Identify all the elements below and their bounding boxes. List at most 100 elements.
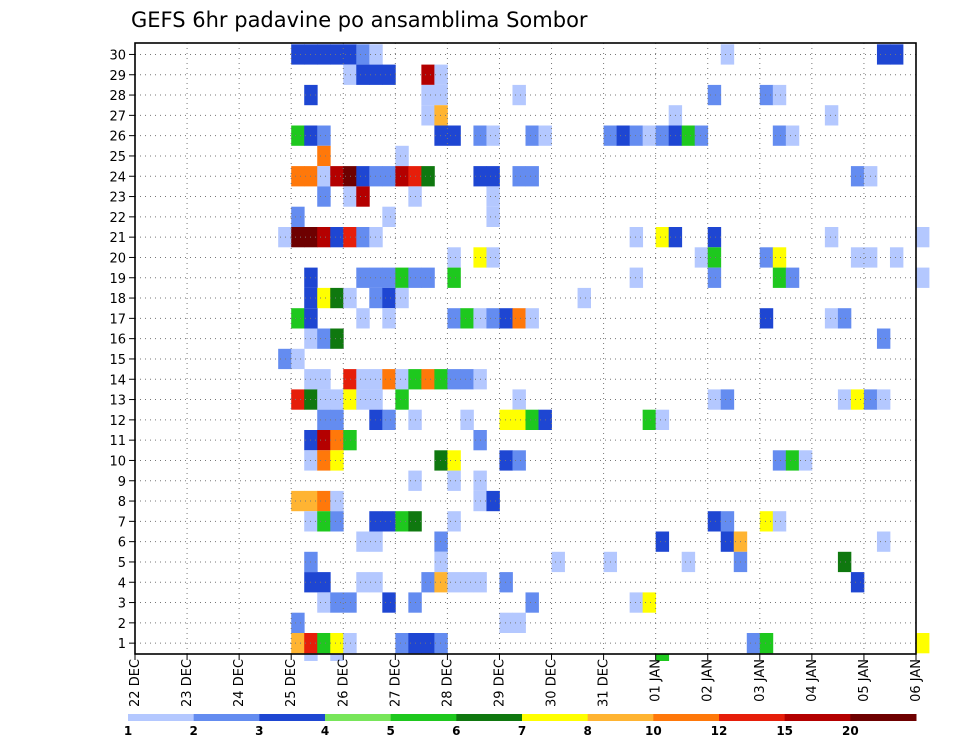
heatmap-cell xyxy=(304,654,318,661)
y-tick-label: 5 xyxy=(118,556,126,571)
heatmap-cell xyxy=(746,633,761,654)
x-tick-label: 24 DEC xyxy=(232,659,247,707)
colorbar: 1 2 3 4 5 6 7 8 10 12 15 20 xyxy=(124,714,917,738)
heatmap-cell xyxy=(382,409,396,430)
heatmap-cell xyxy=(369,44,383,65)
y-tick-label: 27 xyxy=(109,109,126,124)
heatmap-cell xyxy=(707,389,722,410)
colorbar-label: 12 xyxy=(711,724,728,738)
y-tick-label: 13 xyxy=(109,394,126,409)
heatmap-cell xyxy=(356,166,370,187)
colorbar-swatch xyxy=(522,714,589,721)
heatmap-cell xyxy=(434,450,448,471)
y-tick-label: 14 xyxy=(109,373,126,388)
colorbar-swatch xyxy=(653,714,720,721)
heatmap-cell xyxy=(317,389,331,410)
x-tick-label: 23 DEC xyxy=(180,659,195,707)
y-tick-label: 28 xyxy=(109,89,126,104)
heatmap-cell xyxy=(317,511,331,532)
colorbar-label: 1 xyxy=(124,724,132,738)
heatmap-cell xyxy=(317,633,331,654)
x-axis: 22 DEC 23 DEC 24 DEC 25 DEC 26 DEC 27 DEC 28 D… xyxy=(128,654,924,707)
heatmap-cell xyxy=(356,389,370,410)
heatmap-cell xyxy=(343,227,357,248)
heatmap-cell xyxy=(317,369,331,390)
heatmap-cell xyxy=(460,572,474,593)
heatmap-cell xyxy=(291,166,305,187)
heatmap-cell xyxy=(330,287,344,309)
heatmap-cell xyxy=(525,308,539,329)
heatmap-cell xyxy=(356,186,370,207)
y-tick-label: 12 xyxy=(109,414,126,429)
heatmap-cell xyxy=(759,84,774,106)
y-tick-label: 20 xyxy=(109,251,126,266)
y-tick-label: 9 xyxy=(118,475,126,490)
heatmap-cell xyxy=(330,511,344,532)
heatmap-cell xyxy=(395,145,409,167)
x-tick-label: 31 DEC xyxy=(597,659,612,707)
heatmap-cell xyxy=(824,308,839,329)
heatmap-cell xyxy=(369,511,383,532)
heatmap-cell xyxy=(434,105,448,126)
heatmap-cell xyxy=(694,125,709,146)
heatmap-cell xyxy=(343,64,357,85)
heatmap-cell xyxy=(317,328,331,349)
heatmap-cell xyxy=(343,633,357,654)
y-tick-label: 6 xyxy=(118,536,126,551)
heatmap-cell xyxy=(395,633,409,654)
colorbar-label: 7 xyxy=(518,724,526,738)
heatmap-cell xyxy=(382,592,396,613)
chart-title: GEFS 6hr padavine po ansamblima Sombor xyxy=(131,8,588,32)
heatmap-cell xyxy=(369,531,383,552)
heatmap-cell xyxy=(837,389,852,410)
heatmap-cell xyxy=(486,490,500,512)
heatmap-cell xyxy=(837,308,852,329)
heatmap-cell xyxy=(317,592,331,613)
heatmap-cell xyxy=(369,227,383,248)
y-tick-label: 11 xyxy=(109,434,126,449)
x-tick-label: 29 DEC xyxy=(492,659,507,707)
heatmap-cell xyxy=(629,125,644,146)
heatmap-cell xyxy=(291,633,305,654)
heatmap-cell xyxy=(655,125,670,146)
colorbar-label: 6 xyxy=(452,724,460,738)
heatmap-cell xyxy=(629,592,644,613)
heatmap-cell xyxy=(720,511,735,532)
heatmap-cell xyxy=(655,531,670,552)
heatmap-cell xyxy=(330,227,344,248)
heatmap-cell xyxy=(512,389,526,410)
heatmap-cell xyxy=(317,227,331,248)
y-tick-label: 10 xyxy=(109,454,126,469)
heatmap-cell xyxy=(356,44,370,65)
heatmap-cell xyxy=(447,572,461,593)
x-tick-label: 26 DEC xyxy=(336,659,351,707)
heatmap-cell xyxy=(356,227,370,248)
heatmap-cell xyxy=(317,572,331,593)
heatmap-cell xyxy=(707,511,722,532)
heatmap-cell xyxy=(317,409,331,430)
heatmap-cell xyxy=(382,64,396,85)
heatmap-cell xyxy=(330,44,344,65)
heatmap-cell xyxy=(525,166,539,187)
heatmap-cell xyxy=(486,186,500,207)
heatmap-cell xyxy=(772,511,787,532)
y-tick-label: 17 xyxy=(109,312,126,327)
colorbar-label: 20 xyxy=(842,724,859,738)
heatmap-cell xyxy=(447,369,461,390)
heatmap-cell xyxy=(486,308,500,329)
colorbar-label: 15 xyxy=(776,724,793,738)
x-tick-label: 01 JAN xyxy=(649,659,664,702)
heatmap-cell xyxy=(382,267,396,288)
x-tick-label: 06 JAN xyxy=(909,659,924,702)
heatmap-cell xyxy=(525,125,539,146)
heatmap-cell xyxy=(356,267,370,288)
heatmap-cell xyxy=(369,267,383,288)
heatmap-cell xyxy=(434,531,448,552)
heatmap-cell xyxy=(850,389,865,410)
heatmap-cell xyxy=(681,125,696,146)
x-tick-label: 04 JAN xyxy=(805,659,820,702)
heatmap-cell xyxy=(707,84,722,106)
heatmap-cell xyxy=(512,84,526,106)
heatmap-cell xyxy=(916,267,930,288)
